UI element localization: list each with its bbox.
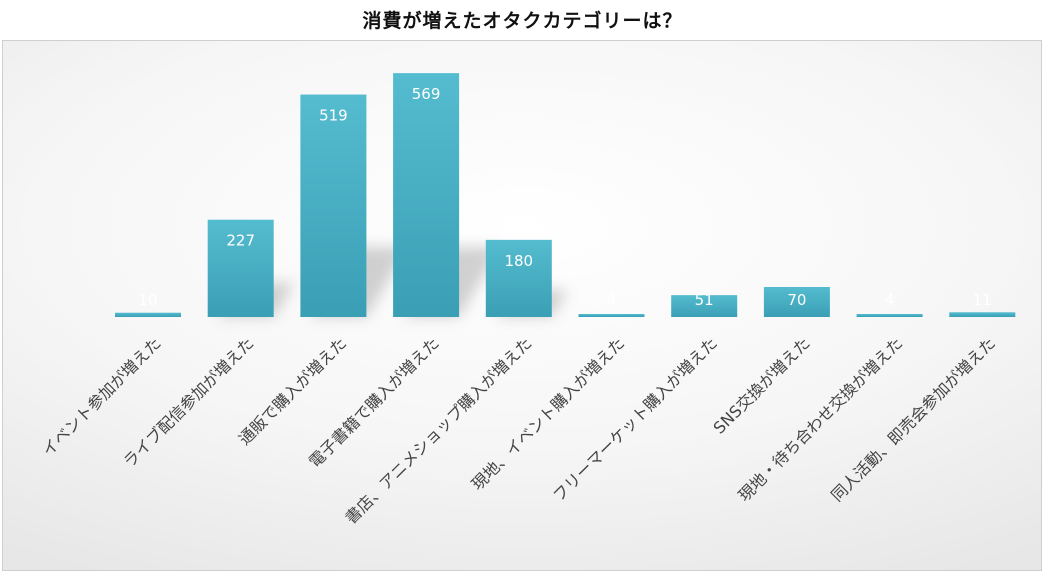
category-label: 同人活動、即売会参加が増えた [827, 333, 999, 505]
bar [949, 312, 1016, 317]
bar [115, 312, 181, 317]
bar-value-label: 10 [138, 291, 157, 309]
bar-value-label: 51 [695, 291, 714, 309]
bar [485, 239, 552, 317]
category-label: SNS交換が増えた [710, 333, 814, 437]
bar [671, 295, 738, 317]
bar-value-label: 4 [607, 291, 617, 309]
chart-title: 消費が増えたオタクカテゴリーは？ [362, 10, 683, 32]
bar-value-label: 519 [319, 107, 348, 125]
category-label: 現地・待ち合わせ交換が増えた [735, 333, 907, 505]
bar-value-label: 4 [885, 291, 895, 309]
bar [763, 286, 830, 317]
category-label: 現地、イベント購入が増えた [468, 333, 629, 494]
bar-value-label: 70 [787, 291, 806, 309]
bar [207, 219, 274, 317]
category-label: フリーマーケット購入が増えた [549, 333, 721, 505]
bar-value-label: 180 [504, 252, 533, 270]
bar [393, 73, 460, 317]
bar [856, 314, 923, 317]
bar [300, 94, 367, 317]
bar-value-label: 569 [412, 85, 441, 103]
category-label: 書店、アニメショップ購入が増えた [341, 333, 535, 527]
bar-value-label: 227 [226, 232, 255, 250]
bar [578, 314, 645, 317]
bar-value-label: 11 [973, 291, 992, 309]
